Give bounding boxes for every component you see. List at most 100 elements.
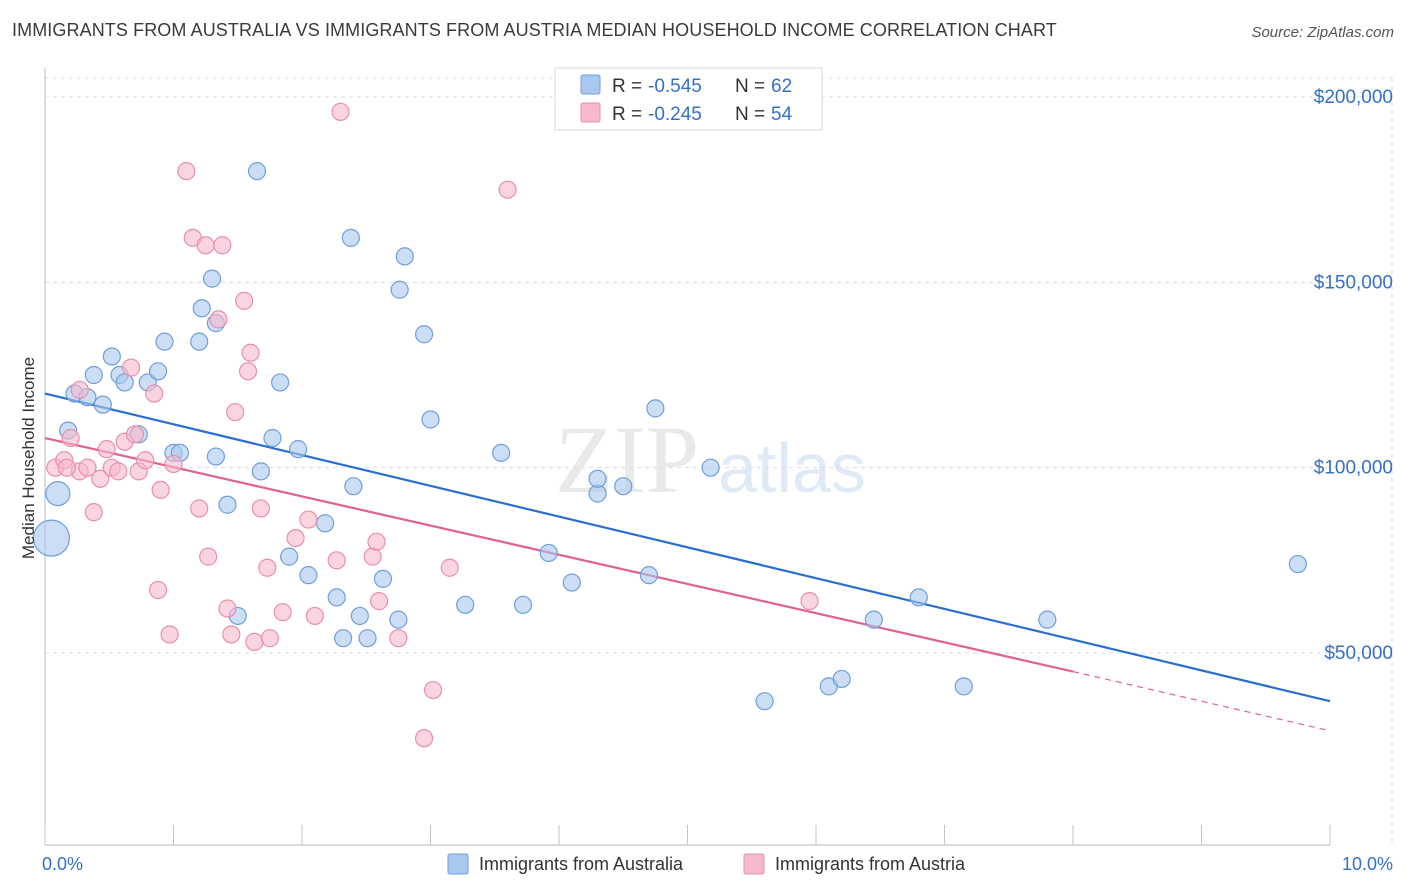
point-austria — [109, 462, 128, 481]
point-austria — [238, 362, 258, 381]
point-austria — [84, 503, 103, 522]
point-australia — [84, 365, 103, 385]
point-austria — [61, 428, 80, 448]
axes — [44, 68, 1331, 846]
point-australia — [190, 332, 209, 351]
point-australia — [492, 443, 511, 462]
point-australia — [155, 332, 174, 351]
point-australia — [513, 595, 533, 614]
legend-n-value: 54 — [771, 104, 793, 125]
point-australia — [358, 629, 377, 648]
legend-n-label: N = — [735, 104, 765, 125]
legend-r-value: -0.245 — [648, 104, 702, 125]
point-austria — [218, 599, 237, 618]
point-australia — [350, 606, 369, 626]
point-austria — [226, 402, 245, 422]
point-austria — [199, 547, 218, 566]
point-australia — [588, 469, 607, 488]
point-austria — [151, 480, 170, 500]
point-australia — [646, 399, 665, 418]
point-austria — [423, 680, 443, 700]
point-austria — [241, 343, 260, 362]
bottom-legend-label-austria: Immigrants from Austria — [775, 854, 966, 874]
legend-n-label: N = — [735, 76, 765, 97]
point-australia — [316, 514, 335, 533]
point-australia — [1038, 610, 1057, 629]
point-austria — [136, 451, 155, 470]
point-austria — [57, 458, 76, 477]
point-australia — [344, 477, 363, 496]
point-austria — [164, 454, 183, 474]
legend-r-label: R = — [612, 104, 642, 125]
point-australia — [202, 269, 222, 288]
point-australia — [639, 566, 659, 585]
legend-n-value: 62 — [771, 76, 792, 97]
point-australia — [280, 547, 299, 566]
point-austria — [160, 625, 179, 644]
chart-title: IMMIGRANTS FROM AUSTRALIA VS IMMIGRANTS … — [12, 20, 1057, 40]
y-axis-label: Median Household Income — [19, 357, 38, 559]
x-tick-labels: 0.0% 10.0% — [42, 854, 1393, 874]
y-tick-labels: $50,000 $100,000 $150,000 $200,000 — [1314, 87, 1393, 664]
point-australia — [102, 347, 121, 366]
point-australia — [909, 588, 928, 607]
point-austria — [305, 606, 324, 626]
point-australia — [614, 477, 633, 496]
point-australia — [271, 373, 290, 392]
point-austria — [800, 592, 819, 611]
point-australia — [341, 228, 360, 247]
point-austria — [363, 547, 382, 566]
point-austria — [196, 236, 215, 255]
point-australia — [45, 481, 71, 507]
point-austria — [327, 551, 346, 570]
watermark: ZIP atlas — [555, 406, 866, 513]
point-australia — [93, 395, 112, 414]
point-australia — [954, 677, 973, 696]
point-australia — [421, 410, 440, 429]
point-australia — [247, 162, 267, 181]
point-austria — [440, 558, 459, 577]
point-australia — [562, 573, 581, 592]
legend-swatch-australia — [580, 74, 601, 95]
data-points — [32, 102, 1307, 748]
point-austria — [414, 729, 434, 748]
point-australia — [701, 458, 720, 477]
point-australia — [414, 325, 434, 344]
point-australia — [390, 280, 409, 299]
point-australia — [755, 692, 774, 711]
point-australia — [389, 610, 408, 629]
point-australia — [327, 588, 346, 607]
y-tick-label: $200,000 — [1314, 87, 1393, 108]
point-australia — [289, 440, 308, 459]
point-austria — [213, 236, 232, 255]
point-austria — [121, 358, 141, 377]
point-austria — [235, 291, 254, 310]
bottom-legend-label-australia: Immigrants from Australia — [479, 854, 684, 874]
trend-line-austria — [44, 436, 1074, 673]
point-austria — [190, 499, 209, 518]
point-australia — [373, 569, 393, 588]
y-tick-label: $50,000 — [1324, 643, 1393, 664]
trend-lines — [44, 392, 1331, 732]
point-austria — [209, 310, 228, 329]
point-austria — [331, 102, 350, 121]
point-australia — [206, 447, 226, 466]
point-austria — [91, 469, 110, 488]
x-tick-label: 0.0% — [42, 854, 83, 874]
point-australia — [32, 519, 71, 557]
point-australia — [864, 610, 883, 629]
point-austria — [125, 425, 145, 444]
point-australia — [539, 543, 558, 563]
trend-line-australia — [44, 392, 1331, 703]
x-tick-label: 10.0% — [1342, 854, 1393, 874]
point-austria — [70, 380, 89, 399]
point-austria — [299, 510, 318, 529]
point-australia — [299, 566, 318, 585]
bottom-legend: Immigrants from Australia Immigrants fro… — [447, 853, 966, 875]
legend-r-value: -0.545 — [648, 76, 702, 97]
point-australia — [832, 669, 851, 689]
source-label: Source: ZipAtlas.com — [1251, 24, 1394, 41]
watermark-zip: ZIP — [555, 406, 699, 513]
point-austria — [251, 499, 270, 518]
point-australia — [218, 495, 237, 514]
